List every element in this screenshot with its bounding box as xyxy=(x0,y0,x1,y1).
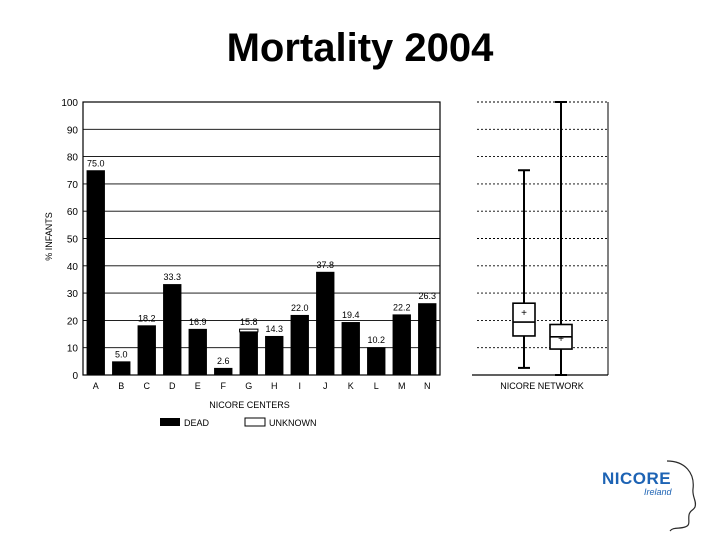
x-tick-label: K xyxy=(348,381,354,391)
legend-label-dead: DEAD xyxy=(184,418,210,428)
y-tick-label: 40 xyxy=(67,262,79,273)
y-tick-label: 20 xyxy=(67,316,79,327)
y-tick-label: 90 xyxy=(67,125,79,136)
legend-swatch-dead xyxy=(160,418,180,426)
bar xyxy=(163,284,182,375)
y-tick-label: 10 xyxy=(67,344,79,355)
bar xyxy=(341,322,360,375)
bar-unknown xyxy=(239,328,259,333)
bar xyxy=(367,347,386,375)
x-axis-label: NICORE CENTERS xyxy=(209,400,290,410)
data-label: 22.2 xyxy=(393,302,411,312)
chart-title: Mortality 2004 xyxy=(226,26,494,70)
bar xyxy=(239,331,258,375)
nicore-logo xyxy=(666,460,697,532)
mean-marker: + xyxy=(521,308,527,319)
mean-marker: + xyxy=(558,334,564,345)
legend: DEAD UNKNOWN xyxy=(160,417,317,428)
legend-swatch-unknown xyxy=(244,417,266,427)
x-tick-label: N xyxy=(424,381,431,391)
bar xyxy=(265,335,284,375)
bar xyxy=(214,367,233,375)
data-label: 2.6 xyxy=(217,356,230,366)
data-label: 10.2 xyxy=(367,335,385,345)
y-tick-label: 30 xyxy=(67,289,79,300)
x-tick-label: A xyxy=(93,381,99,391)
data-label: 16.9 xyxy=(189,317,207,327)
box-plot: + + NICORE NETWORK xyxy=(472,101,609,391)
data-label: 5.0 xyxy=(115,349,128,359)
data-label: 15.8 xyxy=(240,317,258,327)
data-label: 75.0 xyxy=(87,158,105,168)
bar xyxy=(188,328,207,375)
y-tick-label: 0 xyxy=(72,371,78,382)
bar xyxy=(137,325,156,375)
data-label: 18.2 xyxy=(138,313,156,323)
data-label: 19.4 xyxy=(342,310,360,320)
data-label: 26.3 xyxy=(418,291,436,301)
data-label: 33.3 xyxy=(163,272,181,282)
x-tick-label: D xyxy=(169,381,176,391)
x-tick-label: G xyxy=(245,381,252,391)
bar-plot: 0 10 20 30 40 50 60 70 80 90 100 75.0 A 5.0 B 18.2 C 33.3… xyxy=(44,98,441,410)
x-tick-label: J xyxy=(323,381,328,391)
bar xyxy=(112,361,131,375)
data-label: 37.8 xyxy=(316,260,334,270)
logo-text: NICORE xyxy=(602,469,672,488)
box-x-label: NICORE NETWORK xyxy=(500,381,584,391)
bar xyxy=(86,170,105,375)
x-tick-label: F xyxy=(221,381,227,391)
x-tick-label: B xyxy=(118,381,124,391)
data-label: 14.3 xyxy=(265,324,283,334)
bar xyxy=(392,314,411,375)
y-tick-label: 60 xyxy=(67,207,79,218)
y-axis-label: % INFANTS xyxy=(44,212,54,261)
x-tick-label: M xyxy=(398,381,406,391)
legend-label-unknown: UNKNOWN xyxy=(269,418,317,428)
logo-subtext: Ireland xyxy=(644,487,672,497)
bar xyxy=(418,303,437,375)
y-tick-label: 80 xyxy=(67,153,79,164)
data-label: 22.0 xyxy=(291,303,309,313)
x-tick-label: H xyxy=(271,381,278,391)
y-tick-label: 100 xyxy=(61,98,78,109)
box xyxy=(512,302,536,337)
y-tick-label: 70 xyxy=(67,180,79,191)
x-tick-label: E xyxy=(195,381,201,391)
y-tick-label: 50 xyxy=(67,235,79,246)
x-tick-label: C xyxy=(144,381,151,391)
bar xyxy=(316,271,335,375)
x-tick-label: I xyxy=(298,381,301,391)
x-tick-label: L xyxy=(374,381,379,391)
bar xyxy=(290,314,309,375)
